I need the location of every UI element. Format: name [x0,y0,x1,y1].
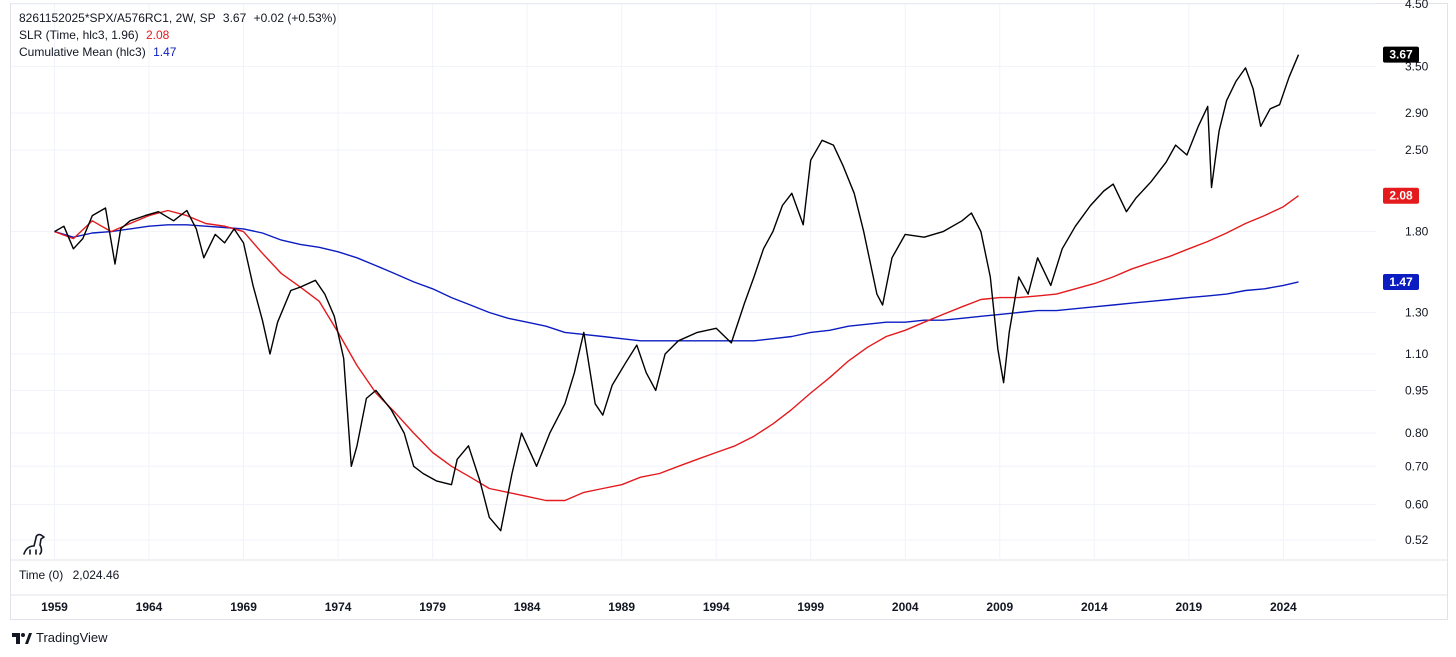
x-tick-label: 1984 [514,600,541,614]
last-price: 3.67 [222,11,247,25]
x-tick-label: 2009 [986,600,1013,614]
series-line-1[interactable] [54,195,1299,502]
y-tick-label: 0.60 [1405,498,1429,512]
y-tick-label: 3.50 [1405,59,1429,73]
y-tick-label: 2.90 [1405,106,1429,120]
y-tick-label: 0.70 [1405,459,1429,473]
x-tick-label: 1994 [703,600,730,614]
price-label-box [1383,273,1419,290]
dinosaur-icon[interactable] [20,530,48,558]
time-label: Time (0) [19,568,64,582]
y-tick-label: 0.80 [1405,426,1429,440]
x-tick-label: 1969 [230,600,257,614]
price-label-text: 1.47 [1389,275,1413,289]
slr-value: 2.08 [145,28,170,42]
legend-symbol-row[interactable]: 8261152025*SPX/A576RC1, 2W, SP 3.67 +0.0… [19,10,340,26]
price-label-text: 3.67 [1389,48,1413,62]
x-tick-label: 1959 [41,600,68,614]
mean-value: 1.47 [153,45,177,59]
price-label-box [1383,46,1419,63]
x-axis: 1959 1964 1969 1974 1979 1984 1989 1994 1999 2004… [41,600,1297,614]
x-tick-label: 1979 [419,600,446,614]
x-tick-label: 2019 [1175,600,1202,614]
legend-mean-row[interactable]: Cumulative Mean (hlc3) 1.47 [19,44,180,60]
y-tick-label: 0.95 [1405,383,1429,397]
symbol-name: 8261152025*SPX/A576RC1, 2W, SP [19,11,216,25]
tradingview-attribution[interactable]: TradingView [12,630,108,645]
x-tick-label: 2024 [1270,600,1297,614]
y-tick-label: 2.50 [1405,143,1429,157]
grid [11,3,1447,596]
price-change: +0.02 (+0.53%) [253,11,337,25]
x-tick-label: 1989 [608,600,635,614]
y-axis: 4.50 3.50 2.90 2.50 1.80 1.30 1.10 0.95 0.80 0.70… [1405,0,1429,547]
price-label-box [1383,187,1419,204]
x-tick-label: 1974 [325,600,352,614]
price-labels: 3.67 2.08 1.47 [1383,46,1419,290]
legend-slr-row[interactable]: SLR (Time, hlc3, 1.96) 2.08 [19,27,173,43]
price-label-text: 2.08 [1389,189,1413,203]
y-tick-label: 4.50 [1405,0,1429,11]
tradingview-logo-icon [12,632,32,644]
mean-label: Cumulative Mean (hlc3) [19,45,146,59]
x-tick-label: 2014 [1081,600,1108,614]
brand-name: TradingView [36,630,108,645]
y-tick-label: 1.80 [1405,225,1429,239]
x-tick-label: 1999 [797,600,824,614]
series-line-0[interactable] [54,54,1300,532]
y-tick-label: 1.10 [1405,347,1429,361]
series-layer [54,54,1300,532]
slr-label: SLR (Time, hlc3, 1.96) [19,28,139,42]
time-pane-legend[interactable]: Time (0) 2,024.46 [19,568,125,582]
y-tick-label: 0.52 [1405,533,1429,547]
time-value: 2,024.46 [72,568,120,582]
x-tick-label: 2004 [892,600,919,614]
x-tick-label: 1964 [136,600,163,614]
series-line-2[interactable] [54,224,1299,342]
y-tick-label: 1.30 [1405,305,1429,319]
chart-frame [10,3,1448,620]
